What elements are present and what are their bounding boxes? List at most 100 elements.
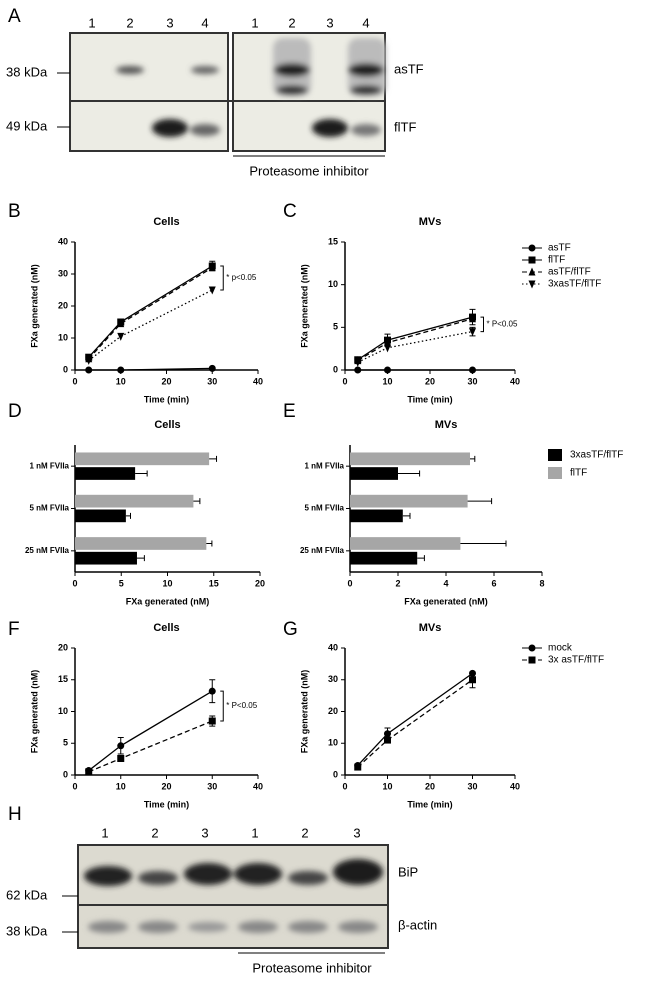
bar [350,537,461,550]
marker [85,768,93,776]
marker [85,366,93,374]
blot-box [77,844,389,949]
x-tick-label: 10 [382,781,392,791]
x-tick-label: 10 [116,781,126,791]
x-tick-label: 0 [342,376,347,386]
series-line [357,318,473,362]
chart-title: MVs [419,216,442,228]
bar [350,452,470,466]
legend-label: 3xasTF/flTF [548,279,601,290]
x-tick-label: 30 [207,376,217,386]
y-tick-label: 10 [58,706,68,716]
error-bar [467,498,493,505]
y-tick-label: 20 [58,300,68,310]
lane-label: 2 [301,825,308,840]
bar [75,537,207,550]
y-axis-label: FXa generated (nM) [299,670,309,754]
error-bar [470,455,476,462]
x-tick-label: 40 [253,376,263,386]
panel-label: G [283,619,298,640]
panel-label: C [283,201,297,222]
error-bar [135,470,148,477]
marker [384,730,391,738]
y-tick-label: 25 nM FVIIa [300,546,345,555]
annotation: * P<0.05 [226,701,257,710]
y-tick-label: 1 nM FVIIa [29,461,69,470]
marker [354,366,362,374]
lane-label: 2 [126,15,133,30]
y-tick-label: 0 [333,364,338,374]
marker [208,687,216,695]
x-tick-label: 4 [443,578,448,588]
error-bar [398,470,421,477]
bar [75,509,126,523]
marker [354,358,362,367]
chart-title: Cells [153,216,179,228]
panel-label: A [8,6,21,27]
bar [350,467,398,480]
panel-label: E [283,401,296,422]
mw-marker: 38 kDa [6,923,48,938]
chart-title: Cells [154,419,180,431]
x-tick-label: 10 [116,376,126,386]
y-axis-label: FXa generated (nM) [299,264,309,348]
legend-swatch [548,449,562,461]
bar [75,452,210,466]
mw-marker: 38 kDa [6,64,48,79]
y-tick-label: 30 [328,674,338,684]
x-tick-label: 0 [72,376,77,386]
chart-title: Cells [153,622,179,634]
x-tick-label: 10 [162,578,172,588]
marker [384,344,391,353]
error-bar [125,512,131,519]
error-bar [402,512,411,519]
x-tick-label: 20 [161,376,171,386]
error-bar [136,555,145,562]
x-tick-label: 30 [467,376,477,386]
series-line [88,289,213,361]
lane-label: 1 [251,825,258,840]
annotation: * P<0.05 [487,319,518,328]
x-tick-label: 40 [510,376,520,386]
y-tick-label: 10 [58,332,68,342]
y-tick-label: 5 [333,322,338,332]
x-axis-label: Time (min) [144,799,189,809]
x-tick-label: 2 [395,578,400,588]
row-label: flTF [394,119,416,134]
marker [117,754,125,762]
y-tick-label: 25 nM FVIIa [25,546,70,555]
legend-label: flTF [570,468,587,479]
series-line [357,672,473,766]
legend-marker [528,656,536,664]
chart-title: MVs [435,419,458,431]
marker [117,319,125,328]
series-line [357,330,473,363]
x-axis-label: Time (min) [407,799,452,809]
legend-label: flTF [548,255,565,266]
mw-marker: 62 kDa [6,887,48,902]
legend-marker [528,256,536,264]
bar [350,494,468,508]
chart-title: MVs [419,622,442,634]
error-bar [417,555,425,562]
x-tick-label: 6 [491,578,496,588]
y-tick-label: 20 [58,642,68,652]
lane-label: 3 [201,825,208,840]
y-tick-label: 1 nM FVIIa [304,461,344,470]
error-bar [193,498,201,505]
bar [350,509,403,523]
panel-label: F [8,619,20,640]
lane-label: 1 [251,15,258,30]
significance-bracket [220,690,224,722]
x-tick-label: 20 [425,781,435,791]
bar [350,551,418,565]
y-tick-label: 10 [328,738,338,748]
marker [208,364,216,372]
row-label: asTF [394,61,424,76]
marker [208,263,216,272]
marker [469,676,476,684]
x-tick-label: 20 [161,781,171,791]
error-bar [209,455,218,462]
error-bar [460,540,507,547]
